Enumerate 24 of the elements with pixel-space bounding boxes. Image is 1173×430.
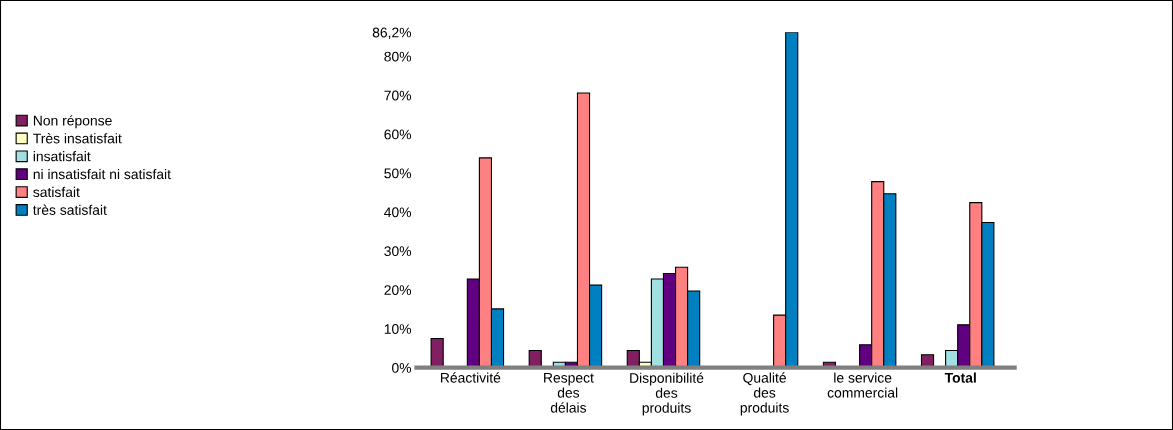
bar [528,349,542,368]
x-tick-label: Total [944,372,976,383]
x-tick-label: Respect des délais [544,373,594,413]
y-tick-label: 60% [384,129,412,140]
y-tick-label: 86,2% [372,27,412,40]
y-tick-label: 80% [384,51,412,62]
x-tick-label: le service commercial [827,372,898,398]
y-tick-label: 70% [384,90,412,101]
legend-label: ni insatisfait ni satisfait [33,168,171,180]
x-tick-label: Qualité des produits [740,372,789,416]
legend-label: Non réponse [33,115,112,129]
legend-label: Très insatisfait [33,133,122,144]
y-tick-label: 0% [392,362,412,373]
legend-label: très satisfait [33,204,107,215]
y-tick-label: 20% [384,285,412,295]
legend-label: insatisfait [33,151,91,162]
y-tick-label: 40% [384,207,412,218]
y-tick-label: 30% [384,246,412,257]
x-tick-label: Réactivité [441,372,501,383]
legend-label: satisfait [33,186,80,198]
y-tick-label: 10% [384,324,412,334]
x-tick-label: Disponibilité des produits [630,372,704,416]
y-tick-label: 50% [384,168,412,179]
bar [430,337,444,368]
